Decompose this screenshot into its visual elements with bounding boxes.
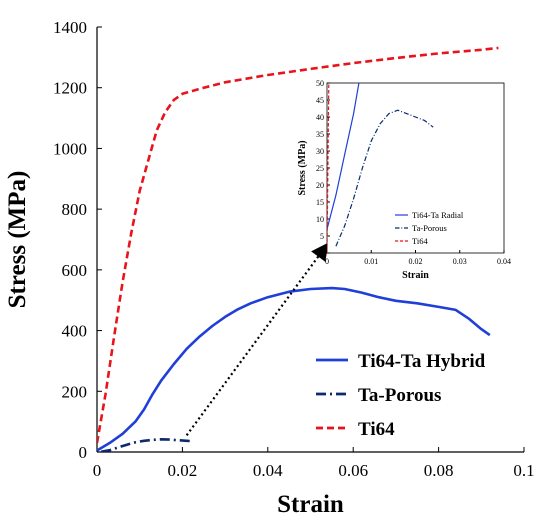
inset-series-line-ti64-ta-radial	[327, 83, 360, 230]
main-y-tick-label: 200	[62, 382, 88, 401]
inset-series-line-ta-porous	[335, 109, 434, 247]
inset-y-tick-label: 30	[316, 147, 324, 156]
zoom-arrow	[185, 242, 329, 436]
inset-plot: 0 5 10 15 20 25 30 35 40 45 50 0 0.01 0.02 0.03 0.04 Str…	[297, 79, 511, 281]
main-y-tick-label: 1000	[53, 139, 87, 158]
main-y-tick-label: 800	[62, 200, 88, 219]
inset-x-tick-label: 0.01	[364, 257, 378, 266]
main-y-tick-label: 600	[62, 261, 88, 280]
inset-plot-frame	[326, 82, 505, 254]
main-x-axis-title: Strain	[277, 491, 344, 518]
main-x-tick-label: 0.06	[338, 461, 368, 480]
inset-y-axis-title: Stress (MPa)	[297, 140, 308, 195]
inset-series-line-ti64	[327, 83, 330, 253]
inset-x-tick-label: 0.02	[409, 257, 423, 266]
main-series-line-ta-porous	[101, 437, 191, 452]
main-x-tick-label: 0.02	[168, 461, 198, 480]
main-x-tick-label: 0.1	[513, 461, 534, 480]
main-y-tick-label: 0	[79, 443, 88, 462]
main-x-tick-label: 0.08	[424, 461, 454, 480]
main-y-tick-label: 1400	[53, 18, 87, 37]
inset-y-tick-label: 0	[320, 249, 324, 258]
main-y-tick-label: 400	[62, 322, 88, 341]
inset-y-tick-label: 5	[320, 232, 324, 241]
inset-x-tick-label: 0.03	[453, 257, 467, 266]
inset-legend-label: Ti64-Ta Radial	[412, 210, 464, 220]
main-y-tick-label: 1200	[53, 79, 87, 98]
inset-y-tick-label: 25	[316, 164, 324, 173]
inset-y-tick-label: 40	[316, 113, 324, 122]
inset-y-tick-label: 35	[316, 130, 324, 139]
inset-x-axis-title: Strain	[402, 270, 429, 281]
main-x-tick-label: 0	[93, 461, 102, 480]
main-legend-label: Ta-Porous	[358, 385, 441, 406]
inset-y-tick-label: 50	[316, 79, 324, 88]
main-legend-label: Ti64-Ta Hybrid	[358, 351, 486, 372]
main-legend-label: Ti64	[358, 419, 395, 440]
inset-legend-label: Ta-Porous	[412, 223, 447, 233]
inset-y-tick-label: 10	[316, 215, 324, 224]
main-series-line-ti64-ta-hybrid	[97, 286, 491, 452]
inset-legend-label: Ti64	[412, 236, 429, 246]
main-y-axis-title: Stress (MPa)	[4, 171, 31, 309]
main-x-tick-label: 0.04	[253, 461, 283, 480]
inset-y-tick-label: 15	[316, 198, 324, 207]
inset-y-tick-label: 45	[316, 96, 324, 105]
inset-x-tick-label: 0.04	[497, 257, 511, 266]
main-series-line-ti64	[97, 46, 499, 444]
inset-x-tick-label: 0	[325, 257, 329, 266]
inset-y-tick-label: 20	[316, 181, 324, 190]
